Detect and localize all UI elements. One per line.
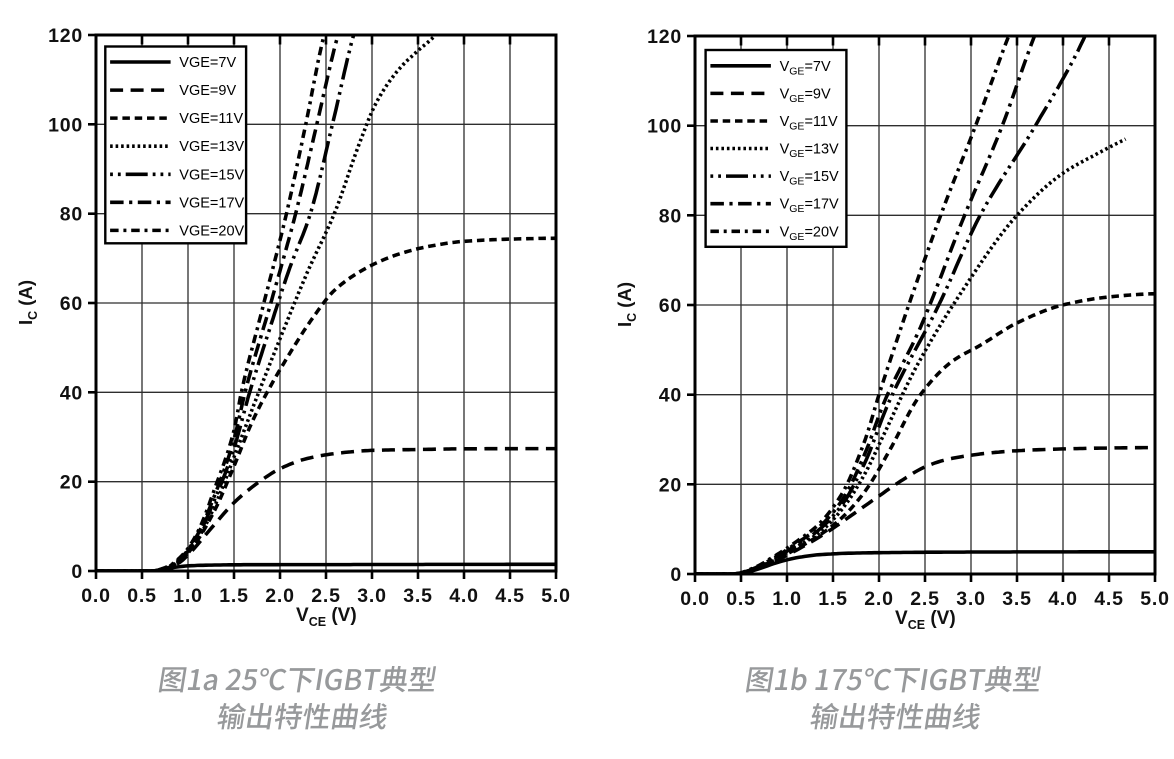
svg-text:100: 100 — [48, 114, 83, 136]
svg-text:VGE=17V: VGE=17V — [780, 197, 839, 216]
svg-text:4.5: 4.5 — [495, 585, 525, 607]
svg-text:VGE=15V: VGE=15V — [179, 167, 244, 183]
svg-text:4.0: 4.0 — [1048, 588, 1078, 610]
svg-text:2.5: 2.5 — [311, 585, 341, 607]
svg-text:20: 20 — [659, 474, 682, 496]
svg-text:120: 120 — [48, 25, 83, 47]
svg-text:VGE=13V: VGE=13V — [780, 142, 839, 161]
svg-text:1.5: 1.5 — [818, 588, 848, 610]
svg-text:3.5: 3.5 — [403, 585, 433, 607]
svg-text:120: 120 — [647, 26, 682, 48]
svg-text:3.5: 3.5 — [1002, 588, 1032, 610]
svg-text:5.0: 5.0 — [1140, 588, 1170, 610]
svg-text:VGE=7V: VGE=7V — [780, 59, 831, 78]
svg-text:VGE=11V: VGE=11V — [780, 114, 838, 133]
svg-text:20: 20 — [60, 472, 83, 494]
svg-text:0.5: 0.5 — [726, 588, 756, 610]
svg-text:VGE=9V: VGE=9V — [780, 86, 831, 105]
svg-text:0.0: 0.0 — [680, 588, 710, 610]
svg-text:1.0: 1.0 — [173, 585, 203, 607]
svg-text:2.5: 2.5 — [910, 588, 940, 610]
svg-text:1.5: 1.5 — [219, 585, 249, 607]
svg-text:4.0: 4.0 — [449, 585, 479, 607]
svg-text:0.5: 0.5 — [127, 585, 157, 607]
svg-text:3.0: 3.0 — [357, 585, 387, 607]
svg-text:0: 0 — [670, 564, 682, 586]
svg-text:VGE=7V: VGE=7V — [179, 55, 236, 71]
svg-text:80: 80 — [659, 205, 682, 227]
svg-text:VGE=11V: VGE=11V — [179, 111, 243, 127]
svg-text:100: 100 — [647, 116, 682, 138]
svg-text:5.0: 5.0 — [541, 585, 571, 607]
svg-text:0: 0 — [71, 561, 83, 583]
svg-text:IC (A): IC (A) — [15, 280, 40, 325]
svg-text:VGE=20V: VGE=20V — [780, 224, 839, 243]
svg-text:40: 40 — [659, 385, 682, 407]
svg-text:2.0: 2.0 — [864, 588, 894, 610]
svg-text:VCE (V): VCE (V) — [296, 605, 357, 629]
svg-text:VGE=17V: VGE=17V — [179, 195, 244, 211]
svg-text:VGE=13V: VGE=13V — [179, 139, 244, 155]
svg-text:VGE=20V: VGE=20V — [179, 223, 244, 239]
svg-text:VCE (V): VCE (V) — [895, 608, 956, 632]
svg-text:VGE=15V: VGE=15V — [780, 169, 839, 188]
svg-text:60: 60 — [659, 295, 682, 317]
svg-text:60: 60 — [60, 293, 83, 315]
svg-text:80: 80 — [60, 204, 83, 226]
svg-text:2.0: 2.0 — [265, 585, 295, 607]
svg-text:4.5: 4.5 — [1094, 588, 1124, 610]
svg-text:1.0: 1.0 — [772, 588, 802, 610]
svg-text:3.0: 3.0 — [956, 588, 986, 610]
svg-text:40: 40 — [60, 382, 83, 404]
svg-text:VGE=9V: VGE=9V — [179, 83, 236, 99]
svg-text:0.0: 0.0 — [81, 585, 111, 607]
